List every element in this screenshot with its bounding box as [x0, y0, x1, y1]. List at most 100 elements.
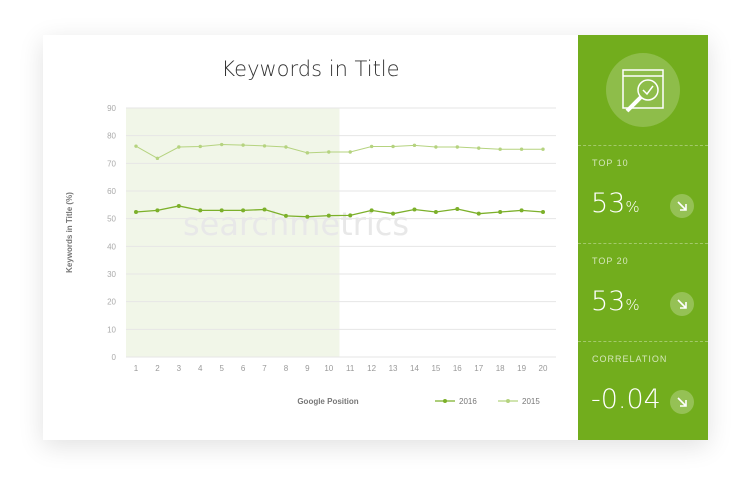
x-tick-label: 2 [155, 364, 160, 373]
magnifier-check-icon [606, 53, 680, 127]
x-tick-label: 15 [431, 364, 440, 373]
x-tick-label: 13 [389, 364, 398, 373]
x-tick-label: 11 [346, 364, 355, 373]
stat-label: CORRELATION [592, 354, 668, 364]
stat-top20: TOP 20 53% [578, 243, 708, 342]
stat-top10: TOP 10 53% [578, 145, 708, 244]
stat-value: 53% [591, 286, 640, 317]
data-point-2016 [219, 208, 224, 213]
x-tick-label: 20 [539, 364, 548, 373]
x-tick-label: 4 [198, 364, 203, 373]
data-point-2015 [305, 151, 310, 155]
x-tick-label: 17 [474, 364, 483, 373]
data-point-2016 [348, 213, 353, 218]
data-point-2015 [262, 144, 267, 148]
arrow-down-right-icon [670, 390, 694, 414]
data-point-2016 [198, 208, 203, 213]
data-point-2015 [155, 156, 160, 161]
x-tick-label: 3 [177, 364, 182, 373]
arrow-down-right-icon [670, 292, 694, 316]
arrow-down-right-icon [670, 194, 694, 218]
x-tick-label: 9 [305, 364, 310, 373]
x-tick-label: 14 [410, 364, 419, 373]
data-point-2015 [327, 150, 331, 154]
x-tick-label: 16 [453, 364, 462, 373]
x-tick-label: 18 [496, 364, 505, 373]
data-point-2016 [155, 208, 160, 213]
data-point-2015 [284, 145, 288, 149]
y-axis-label: Keywords in Title (%) [65, 192, 74, 273]
data-point-2016 [283, 213, 288, 218]
y-tick-label: 60 [107, 187, 116, 196]
data-point-2016 [326, 213, 331, 218]
stat-label: TOP 10 [592, 158, 629, 168]
series-line-2016 [135, 205, 544, 218]
data-point-2015 [219, 142, 224, 147]
data-point-2016 [241, 208, 246, 213]
data-point-2016 [134, 210, 138, 215]
data-point-2016 [476, 211, 481, 216]
data-point-2016 [433, 210, 438, 215]
legend-marker-2015 [506, 399, 510, 403]
data-point-2015 [498, 147, 502, 151]
stat-number: -0.04 [591, 384, 661, 415]
data-point-2015 [519, 147, 524, 151]
data-point-2015 [177, 145, 181, 149]
x-tick-label: 12 [367, 364, 376, 373]
chart-card: Keywords in Title 0 10 20 30 40 50 60 70 80 90 1 2 3… [43, 35, 708, 440]
data-point-2016 [176, 203, 181, 208]
stat-value: -0.04 [591, 384, 661, 415]
y-tick-label: 10 [107, 325, 116, 334]
stat-unit: % [625, 198, 640, 216]
stat-value: 53% [591, 188, 640, 219]
highlight-region [126, 108, 340, 357]
data-point-2016 [541, 210, 545, 215]
data-point-2015 [391, 144, 395, 149]
data-point-2015 [412, 143, 417, 148]
data-point-2015 [369, 144, 374, 149]
y-tick-label: 0 [112, 353, 117, 362]
stat-number: 53 [591, 286, 626, 317]
x-tick-label: 5 [219, 364, 224, 373]
y-tick-label: 70 [107, 159, 116, 168]
data-point-2016 [391, 211, 396, 216]
y-tick-label: 80 [107, 132, 116, 141]
x-tick-label: 10 [324, 364, 333, 373]
data-point-2015 [455, 145, 460, 149]
x-tick-label: 8 [284, 364, 289, 373]
y-tick-label: 90 [107, 104, 116, 113]
stat-label: TOP 20 [592, 256, 629, 266]
chart-title: Keywords in Title [221, 57, 400, 81]
x-tick-label: 6 [241, 364, 246, 373]
stat-number: 53 [591, 188, 626, 219]
x-tick-label: 19 [517, 364, 526, 373]
data-point-2016 [412, 207, 417, 212]
data-point-2015 [477, 146, 481, 150]
data-point-2015 [541, 147, 545, 151]
y-tick-label: 40 [107, 242, 116, 251]
y-tick-label: 20 [107, 298, 116, 307]
x-tick-label: 1 [134, 364, 139, 373]
data-point-2015 [241, 143, 245, 147]
legend-marker-2016 [443, 399, 447, 403]
data-point-2015 [348, 150, 352, 154]
stats-sidebar: TOP 10 53% TOP 20 53% CORRELATION -0.04 [578, 35, 708, 440]
series-line-2015 [135, 144, 543, 159]
data-point-2016 [262, 207, 267, 212]
data-point-2015 [134, 144, 138, 148]
x-tick-label: 7 [262, 364, 267, 373]
x-axis-label: Google Position [297, 397, 358, 406]
data-point-2015 [198, 144, 202, 149]
y-tick-label: 30 [107, 270, 116, 279]
data-point-2016 [519, 208, 524, 213]
stat-correlation: CORRELATION -0.04 [578, 341, 708, 440]
data-point-2016 [498, 210, 503, 215]
data-point-2016 [305, 214, 310, 219]
legend-label-2015: 2015 [522, 397, 540, 406]
data-point-2015 [434, 145, 438, 149]
stat-unit: % [625, 296, 640, 314]
data-point-2016 [455, 206, 460, 211]
legend-label-2016: 2016 [459, 397, 477, 406]
data-point-2016 [369, 208, 374, 213]
